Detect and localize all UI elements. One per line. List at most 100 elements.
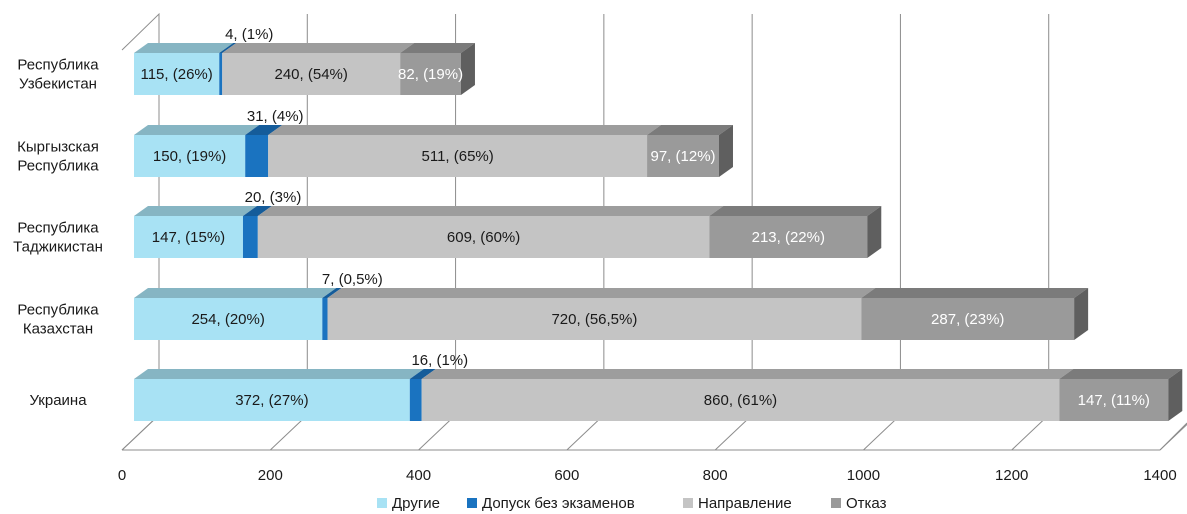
bar-segment	[242, 206, 272, 258]
bar-top-face	[222, 43, 415, 53]
bar-segment	[134, 125, 260, 177]
category-label-line: Республика	[17, 220, 99, 237]
data-label: 31, (4%)	[247, 108, 304, 125]
x-tick-label: 200	[258, 467, 283, 484]
bar-segment	[400, 43, 475, 95]
category-label-line: Казахстан	[23, 321, 93, 338]
bar-segment	[245, 125, 283, 177]
category-label: Кыргызская Республика	[17, 139, 99, 175]
bar-segment	[709, 206, 882, 258]
bar-top-face	[242, 206, 272, 216]
bar-front-face	[134, 53, 220, 95]
legend-swatch	[831, 498, 841, 508]
bar-segment	[327, 288, 876, 340]
legend-swatch	[467, 498, 477, 508]
bar-top-face	[647, 125, 733, 135]
bar-front-face	[134, 298, 323, 340]
data-label: 372, (27%)	[235, 392, 308, 409]
data-label: 20, (3%)	[245, 189, 302, 206]
bar-front-face	[327, 298, 862, 340]
legend-label: Направление	[698, 495, 792, 512]
x-tick-label: 400	[406, 467, 431, 484]
bar-top-face	[861, 288, 1089, 298]
category-label: Украина	[29, 392, 87, 409]
category-labels: Республика Узбекистан Кыргызская Республика…	[13, 57, 103, 410]
x-tick-label: 800	[703, 467, 728, 484]
x-tick-label: 1000	[847, 467, 880, 484]
data-label: 7, (0,5%)	[322, 271, 383, 288]
bar-top-face	[219, 43, 237, 53]
data-label: 16, (1%)	[411, 352, 468, 369]
legend-label: Допуск без экзаменов	[482, 495, 635, 512]
legend-item: Допуск без экзаменов	[467, 495, 635, 512]
bar-top-face	[409, 369, 436, 379]
bar-segment	[861, 288, 1089, 340]
data-label: 511, (65%)	[422, 148, 494, 165]
legend-swatch	[683, 498, 693, 508]
bar-segment	[409, 369, 436, 421]
data-label: 254, (20%)	[191, 311, 264, 328]
bar-top-face	[327, 288, 876, 298]
bar-segment	[421, 369, 1074, 421]
bar-side-face	[867, 206, 882, 258]
data-label: 147, (11%)	[1078, 392, 1150, 409]
data-label: 720, (56,5%)	[551, 311, 637, 328]
legend-label: Отказ	[846, 495, 887, 512]
bar-top-face	[322, 288, 342, 298]
legend-label: Другие	[392, 495, 440, 512]
bar-front-face	[709, 216, 868, 258]
data-label: 4, (1%)	[225, 26, 273, 43]
data-label: 240, (54%)	[275, 66, 348, 83]
bar-top-face	[268, 125, 662, 135]
category-label-line: Республика	[17, 57, 99, 74]
category-label: Республика Таджикистан	[13, 220, 103, 256]
data-label: 82, (19%)	[398, 66, 463, 83]
bar-top-face	[134, 43, 234, 53]
legend: Другие Допуск без экзаменов Направление Отк…	[377, 495, 887, 512]
category-label-line: Республика	[17, 158, 99, 175]
x-axis: 0 200 400 600 800 1000 1200 1400	[118, 467, 1177, 484]
bar-front-face	[134, 216, 243, 258]
bar-front-face	[409, 379, 422, 421]
data-label: 287, (23%)	[931, 311, 1004, 328]
bar-front-face	[242, 216, 258, 258]
x-tick-label: 0	[118, 467, 126, 484]
bar-segment	[134, 369, 424, 421]
bar-front-face	[647, 135, 719, 177]
bar-segment	[322, 288, 342, 340]
bar-front-face	[322, 298, 328, 340]
bars	[134, 43, 1183, 421]
bar-front-face	[1059, 379, 1169, 421]
bar-front-face	[222, 53, 401, 95]
data-label: 150, (19%)	[153, 148, 226, 165]
bar-top-face	[134, 369, 424, 379]
x-tick-label: 600	[554, 467, 579, 484]
category-label-line: Узбекистан	[19, 76, 97, 93]
bar-top-face	[421, 369, 1074, 379]
bar-top-face	[245, 125, 283, 135]
bar-front-face	[134, 379, 410, 421]
category-label-line: Таджикистан	[13, 239, 103, 256]
bar-segment	[134, 43, 234, 95]
bar-segment	[1059, 369, 1183, 421]
data-label: 115, (26%)	[140, 66, 212, 83]
bar-front-face	[268, 135, 648, 177]
bar-segment	[219, 43, 237, 95]
bar-top-face	[134, 288, 337, 298]
bar-segment	[222, 43, 415, 95]
data-labels: 115, (26%) 4, (1%) 240, (54%) 82, (19%) 150,…	[140, 26, 1149, 409]
legend-swatch	[377, 498, 387, 508]
bar-front-face	[400, 53, 461, 95]
category-label-line: Украина	[29, 392, 87, 409]
bar-side-face	[718, 125, 733, 177]
bar-top-face	[709, 206, 882, 216]
bar-top-face	[257, 206, 724, 216]
bar-front-face	[245, 135, 269, 177]
bar-side-face	[1168, 369, 1183, 421]
bar-segment	[647, 125, 733, 177]
category-label-line: Кыргызская	[17, 139, 99, 156]
bar-top-face	[1059, 369, 1183, 379]
data-label: 147, (15%)	[152, 229, 225, 246]
x-tick-label: 1400	[1143, 467, 1176, 484]
